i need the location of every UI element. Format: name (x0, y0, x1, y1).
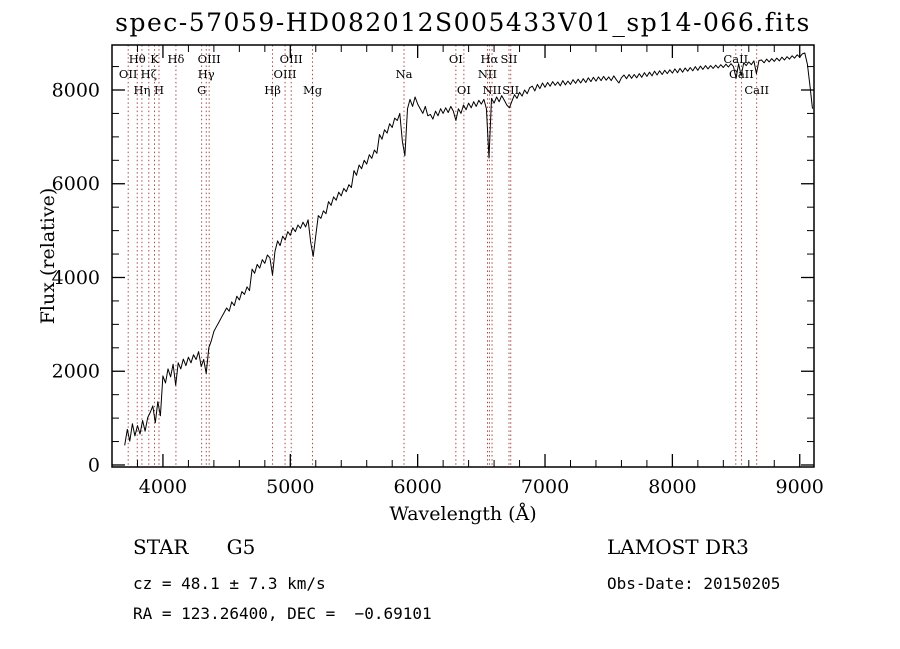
spectral-line-label: CaII (744, 83, 769, 97)
spectral-line-label: NII (478, 67, 497, 81)
classification-label: STAR G5 (133, 535, 256, 559)
x-tick-label: 6000 (393, 476, 441, 498)
spectral-line-label: Hδ (167, 52, 184, 66)
spectral-line-label: SII (500, 52, 517, 66)
y-tick-label: 6000 (52, 173, 100, 195)
axes-frame: 4000 5000 6000 7000 8000 9000 0 2000 4000 6000 800… (52, 44, 824, 498)
y-tick-label: 4000 (52, 267, 100, 289)
spectral-line-labels: OIIHθHηHζKHHδGHγOIIIHβOIIIOIIIMgNaOIOINI… (119, 52, 769, 97)
spectral-line-label: CaII (723, 52, 748, 66)
spectrum-trace (124, 52, 813, 446)
spectral-line-label: Hθ (129, 52, 146, 66)
y-tick-label: 2000 (52, 361, 100, 383)
spectral-line-label: CaII (729, 67, 754, 81)
spectrum-polyline (124, 52, 813, 446)
spectral-line-label: Hη (133, 83, 150, 97)
spectral-line-label: Na (396, 67, 413, 81)
spectral-line-label: Hγ (198, 67, 215, 81)
spectral-line-label: OII (119, 67, 138, 81)
x-tick-label: 4000 (139, 476, 187, 498)
spectral-line-label: OI (449, 52, 463, 66)
spectral-line-label: OIII (274, 67, 297, 81)
spectral-line-label: Hβ (264, 83, 281, 97)
x-axis-label: Wavelength (Å) (389, 503, 536, 525)
plot-title: spec-57059-HD082012S005433V01_sp14-066.f… (115, 8, 811, 37)
x-tick-label: 7000 (521, 476, 569, 498)
spectral-line-label: H (154, 83, 164, 97)
x-tick-label: 9000 (776, 476, 824, 498)
cz-value: cz = 48.1 ± 7.3 km/s (133, 574, 326, 593)
spectral-line-label: OIII (280, 52, 303, 66)
x-tick-label: 8000 (648, 476, 696, 498)
spectral-line-label: Mg (303, 83, 323, 97)
spectral-line-label: Hα (480, 52, 498, 66)
ra-dec: RA = 123.26400, DEC = −0.69101 (133, 604, 432, 623)
spectral-line-label: NII (482, 83, 501, 97)
x-tick-label: 5000 (266, 476, 314, 498)
plot-frame (111, 44, 815, 468)
spectral-line-label: K (150, 52, 159, 66)
spectral-line-label: OIII (198, 52, 221, 66)
spectral-line-label: SII (502, 83, 519, 97)
spectral-line-label: Hζ (141, 67, 157, 81)
spectral-line-label: OI (457, 83, 471, 97)
y-tick-label: 0 (88, 454, 100, 476)
y-tick-label: 8000 (52, 79, 100, 101)
spectral-line-markers (127, 45, 758, 467)
obs-date: Obs-Date: 20150205 (607, 574, 781, 593)
spectral-line-label: G (197, 83, 206, 97)
survey-label: LAMOST DR3 (607, 535, 749, 559)
y-axis-label: Flux (relative) (37, 188, 59, 325)
